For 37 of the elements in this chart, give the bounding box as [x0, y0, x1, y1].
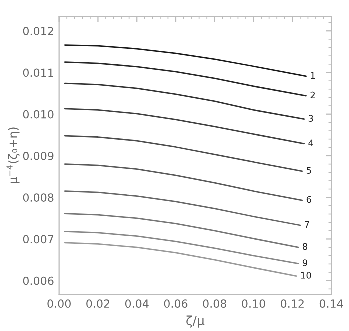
series-label: 9: [302, 260, 308, 266]
x-tick-label: 0.14: [320, 300, 344, 308]
y-tick-label: 0.008: [23, 194, 54, 202]
x-axis-title: ζ/μ: [186, 316, 205, 328]
x-tick-label: 0.10: [242, 300, 266, 308]
line-series: [64, 135, 304, 172]
x-tick-label: 0.08: [203, 300, 226, 308]
y-tick-label: 0.010: [23, 110, 54, 119]
series-label: 6: [306, 196, 312, 204]
line-series: [64, 44, 307, 78]
line-series: [64, 190, 302, 226]
y-tick-label: 0.009: [23, 152, 54, 160]
y-tick-label: 0.007: [23, 235, 54, 244]
x-tick-label: 0.12: [281, 300, 304, 308]
line-series: [64, 108, 306, 145]
series-label: 5: [306, 167, 312, 174]
y-axis-title: μ$^{−4}$(ζ₀+η): [6, 128, 20, 184]
x-tick-label: 0.02: [86, 300, 110, 308]
series-label: 4: [308, 140, 314, 146]
y-tick-label: 0.012: [23, 27, 54, 36]
x-tick-label: 0.00: [48, 300, 71, 308]
series-label: 8: [302, 243, 308, 250]
line-series: [64, 213, 300, 248]
line-series: [64, 242, 298, 277]
x-tick-label: 0.06: [164, 300, 188, 308]
series-label: 10: [301, 272, 312, 279]
y-tick-label: 0.006: [23, 276, 54, 286]
line-series: [64, 82, 306, 120]
line-series: [64, 62, 307, 97]
line-series: [64, 164, 304, 202]
series-label: 1: [311, 72, 316, 79]
series-label: 7: [305, 221, 310, 228]
line-series: [64, 231, 300, 264]
series-label: 2: [310, 92, 315, 99]
x-tick-label: 0.04: [125, 300, 149, 308]
y-tick-label: 0.011: [23, 68, 54, 78]
series-label: 3: [308, 115, 314, 122]
